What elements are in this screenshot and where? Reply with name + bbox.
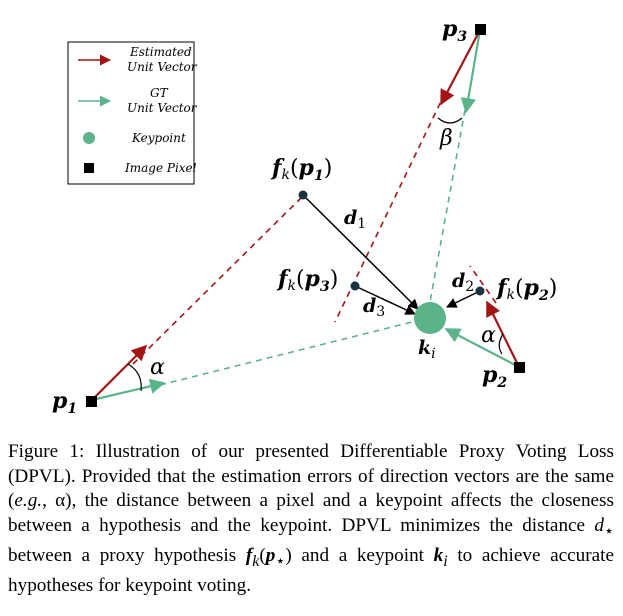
pixel-p3-icon bbox=[475, 24, 486, 35]
label-fk-p2: fk(p2) bbox=[495, 275, 557, 304]
caption-label: Figure 1: bbox=[8, 441, 85, 462]
proxy-point-p3 bbox=[350, 281, 360, 291]
beta-arc-p3 bbox=[437, 117, 463, 124]
legend-pixel-icon bbox=[84, 163, 94, 173]
p3-estimated-arrow bbox=[440, 29, 481, 106]
label-ki: ki bbox=[418, 337, 436, 362]
label-p1: p1 bbox=[52, 388, 77, 417]
label-p3: p3 bbox=[442, 16, 467, 45]
legend-gt-line1: GT bbox=[150, 86, 169, 100]
d1-arrow bbox=[302, 194, 419, 310]
caption-part4: and a keypoint bbox=[291, 544, 434, 566]
legend-estimated-line2: Unit Vector bbox=[127, 60, 198, 74]
keypoint-ki bbox=[414, 302, 446, 334]
legend-image-pixel-label: Image Pixel bbox=[124, 161, 197, 175]
p3-gt-arrow bbox=[460, 29, 482, 114]
p2-estimated-dashed-line bbox=[469, 265, 497, 304]
label-fk-p3: fk(p3) bbox=[276, 266, 338, 295]
d2-arrow bbox=[446, 290, 481, 308]
alpha-arc-p2 bbox=[498, 333, 504, 355]
caption-part1: Illustration of our presented Differenti… bbox=[8, 441, 614, 511]
label-d3: d3 bbox=[363, 295, 385, 320]
legend-box bbox=[67, 41, 195, 185]
legend-keypoint-label: Keypoint bbox=[131, 131, 186, 145]
alpha-arc-p1 bbox=[127, 363, 142, 392]
label-p2: p2 bbox=[482, 362, 507, 391]
dpvl-diagram: Estimated Unit Vector GT Unit Vector Key… bbox=[52, 16, 557, 417]
legend-keypoint-icon bbox=[83, 132, 95, 144]
caption-ki: k bbox=[433, 544, 444, 566]
label-d2: d2 bbox=[452, 270, 474, 295]
caption-part2: , α), the distance between a pixel and a… bbox=[8, 490, 614, 536]
caption-dstar: d bbox=[594, 514, 604, 536]
legend-gt-line2: Unit Vector bbox=[127, 101, 198, 115]
pixel-p1-icon bbox=[86, 396, 97, 407]
caption-part3: between a proxy hypothesis bbox=[8, 544, 246, 566]
proxy-point-p2 bbox=[475, 286, 485, 296]
caption-fk: f bbox=[245, 544, 253, 566]
p1-estimated-arrow bbox=[91, 344, 148, 401]
p1-estimated-dashed-line bbox=[132, 195, 304, 365]
label-d1: d1 bbox=[344, 207, 366, 232]
legend: Estimated Unit Vector GT Unit Vector Key… bbox=[67, 41, 198, 185]
p2-gt-arrow bbox=[444, 328, 520, 368]
legend-estimated-line1: Estimated bbox=[129, 45, 192, 59]
figure-caption: Figure 1: Illustration of our presented … bbox=[8, 441, 614, 597]
proxy-point-p1 bbox=[298, 190, 308, 200]
d3-arrow bbox=[354, 285, 416, 315]
label-fk-p1: fk(p1) bbox=[270, 155, 332, 184]
caption-part5: to achieve accurate hypotheses for keypo… bbox=[8, 544, 614, 597]
label-beta: β bbox=[439, 126, 453, 151]
p1-gt-dashed-line bbox=[159, 317, 429, 386]
p1-gt-arrow bbox=[91, 378, 166, 402]
pixel-p2-icon bbox=[514, 362, 525, 373]
label-alpha-p2: α bbox=[481, 323, 496, 348]
caption-eg: e.g. bbox=[14, 490, 43, 511]
label-alpha-p1: α bbox=[150, 355, 165, 380]
